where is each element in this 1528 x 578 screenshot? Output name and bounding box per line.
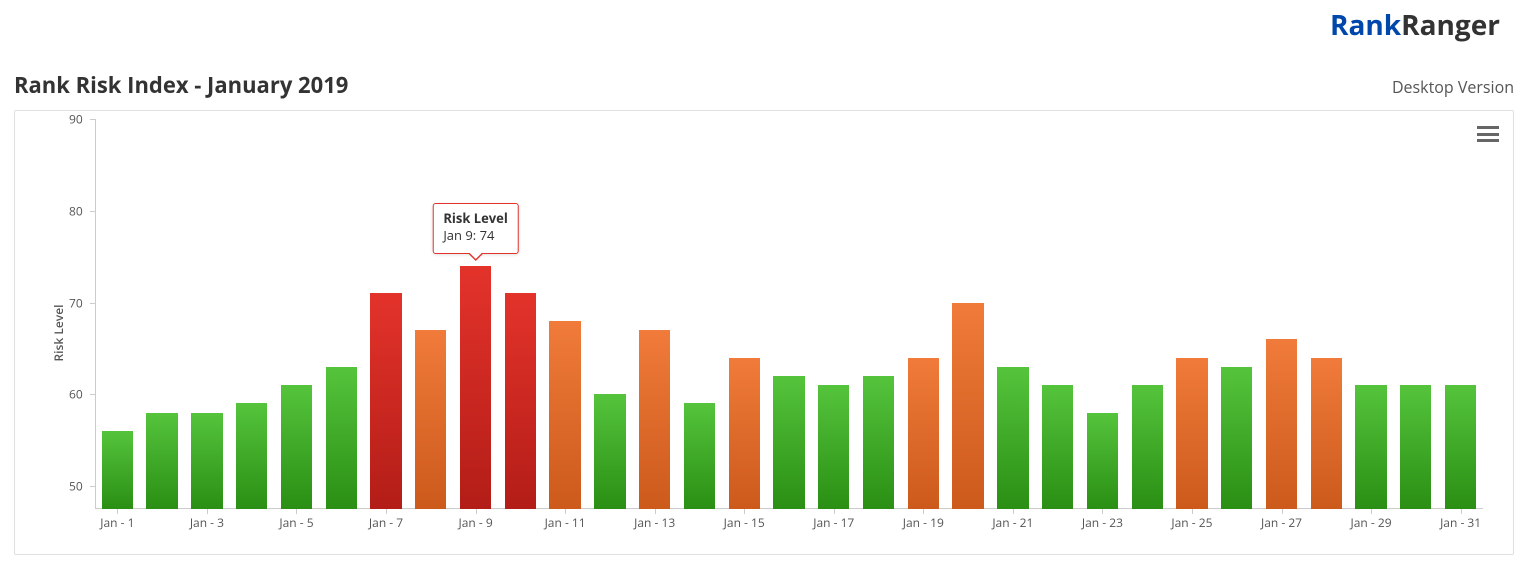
bar[interactable] — [1132, 385, 1163, 509]
plot-area: 5060708090Jan - 1Jan - 3Jan - 5Jan - 7Ja… — [95, 119, 1483, 509]
y-tick-label: 70 — [69, 294, 83, 311]
y-tick-mark — [90, 394, 95, 395]
bar[interactable] — [863, 376, 894, 509]
x-tick-label: Jan - 15 — [724, 514, 765, 531]
bar[interactable] — [102, 431, 133, 509]
tooltip-title: Risk Level — [443, 210, 508, 228]
bar[interactable] — [729, 358, 760, 509]
y-axis-label: Risk Level — [50, 304, 67, 361]
y-tick-mark — [90, 119, 95, 120]
x-tick-label: Jan - 9 — [458, 514, 492, 531]
x-tick-mark — [1461, 509, 1462, 514]
x-tick-label: Jan - 13 — [634, 514, 675, 531]
x-tick-label: Jan - 3 — [190, 514, 224, 531]
x-tick-mark — [834, 509, 835, 514]
bar[interactable] — [1311, 358, 1342, 509]
x-tick-mark — [207, 509, 208, 514]
x-tick-mark — [565, 509, 566, 514]
x-tick-mark — [1371, 509, 1372, 514]
x-tick-label: Jan - 19 — [903, 514, 944, 531]
header-row: Rank Risk Index - January 2019 Desktop V… — [14, 70, 1514, 100]
bar[interactable] — [1221, 367, 1252, 509]
x-tick-mark — [1013, 509, 1014, 514]
x-tick-mark — [923, 509, 924, 514]
x-tick-mark — [655, 509, 656, 514]
bar[interactable] — [997, 367, 1028, 509]
bar[interactable] — [281, 385, 312, 509]
bar[interactable] — [1042, 385, 1073, 509]
bar[interactable] — [1176, 358, 1207, 509]
tooltip: Risk LevelJan 9: 74 — [432, 203, 519, 254]
x-tick-label: Jan - 23 — [1082, 514, 1123, 531]
x-tick-mark — [117, 509, 118, 514]
x-tick-label: Jan - 1 — [100, 514, 134, 531]
x-tick-label: Jan - 31 — [1440, 514, 1481, 531]
y-tick-label: 80 — [69, 202, 83, 219]
bar[interactable] — [639, 330, 670, 509]
bar[interactable] — [1355, 385, 1386, 509]
y-tick-label: 50 — [69, 478, 83, 495]
x-tick-label: Jan - 25 — [1171, 514, 1212, 531]
bar[interactable] — [191, 413, 222, 509]
logo-part1: Rank — [1330, 6, 1401, 44]
bar[interactable] — [684, 403, 715, 509]
x-tick-label: Jan - 5 — [279, 514, 313, 531]
y-tick-label: 60 — [69, 386, 83, 403]
x-tick-mark — [296, 509, 297, 514]
bar[interactable] — [370, 293, 401, 509]
bar[interactable] — [460, 266, 491, 509]
x-tick-mark — [386, 509, 387, 514]
bar[interactable] — [549, 321, 580, 509]
x-tick-label: Jan - 17 — [813, 514, 854, 531]
bar[interactable] — [1087, 413, 1118, 509]
tooltip-caret-inner-icon — [469, 252, 483, 259]
chart-container: Risk Level 5060708090Jan - 1Jan - 3Jan -… — [14, 110, 1514, 555]
x-tick-label: Jan - 21 — [992, 514, 1033, 531]
version-label: Desktop Version — [1392, 76, 1514, 98]
bar[interactable] — [415, 330, 446, 509]
bar[interactable] — [1266, 339, 1297, 509]
y-tick-mark — [90, 486, 95, 487]
x-tick-mark — [744, 509, 745, 514]
x-tick-mark — [1102, 509, 1103, 514]
tooltip-value: Jan 9: 74 — [443, 227, 508, 245]
bar[interactable] — [146, 413, 177, 509]
page-title: Rank Risk Index - January 2019 — [14, 70, 348, 100]
bar[interactable] — [505, 293, 536, 509]
bar[interactable] — [908, 358, 939, 509]
x-tick-mark — [476, 509, 477, 514]
x-tick-label: Jan - 29 — [1351, 514, 1392, 531]
bars-group — [95, 119, 1483, 509]
bar[interactable] — [773, 376, 804, 509]
bar[interactable] — [1445, 385, 1476, 509]
logo-part2: Ranger — [1401, 6, 1500, 44]
bar[interactable] — [952, 303, 983, 509]
y-tick-mark — [90, 303, 95, 304]
x-tick-label: Jan - 7 — [369, 514, 403, 531]
bar[interactable] — [818, 385, 849, 509]
x-tick-label: Jan - 27 — [1261, 514, 1302, 531]
y-tick-label: 90 — [69, 111, 83, 128]
x-tick-label: Jan - 11 — [545, 514, 586, 531]
x-tick-mark — [1192, 509, 1193, 514]
bar[interactable] — [236, 403, 267, 509]
bar[interactable] — [1400, 385, 1431, 509]
x-tick-mark — [1282, 509, 1283, 514]
bar[interactable] — [326, 367, 357, 509]
bar[interactable] — [594, 394, 625, 509]
y-tick-mark — [90, 211, 95, 212]
logo: RankRanger — [1330, 6, 1500, 44]
